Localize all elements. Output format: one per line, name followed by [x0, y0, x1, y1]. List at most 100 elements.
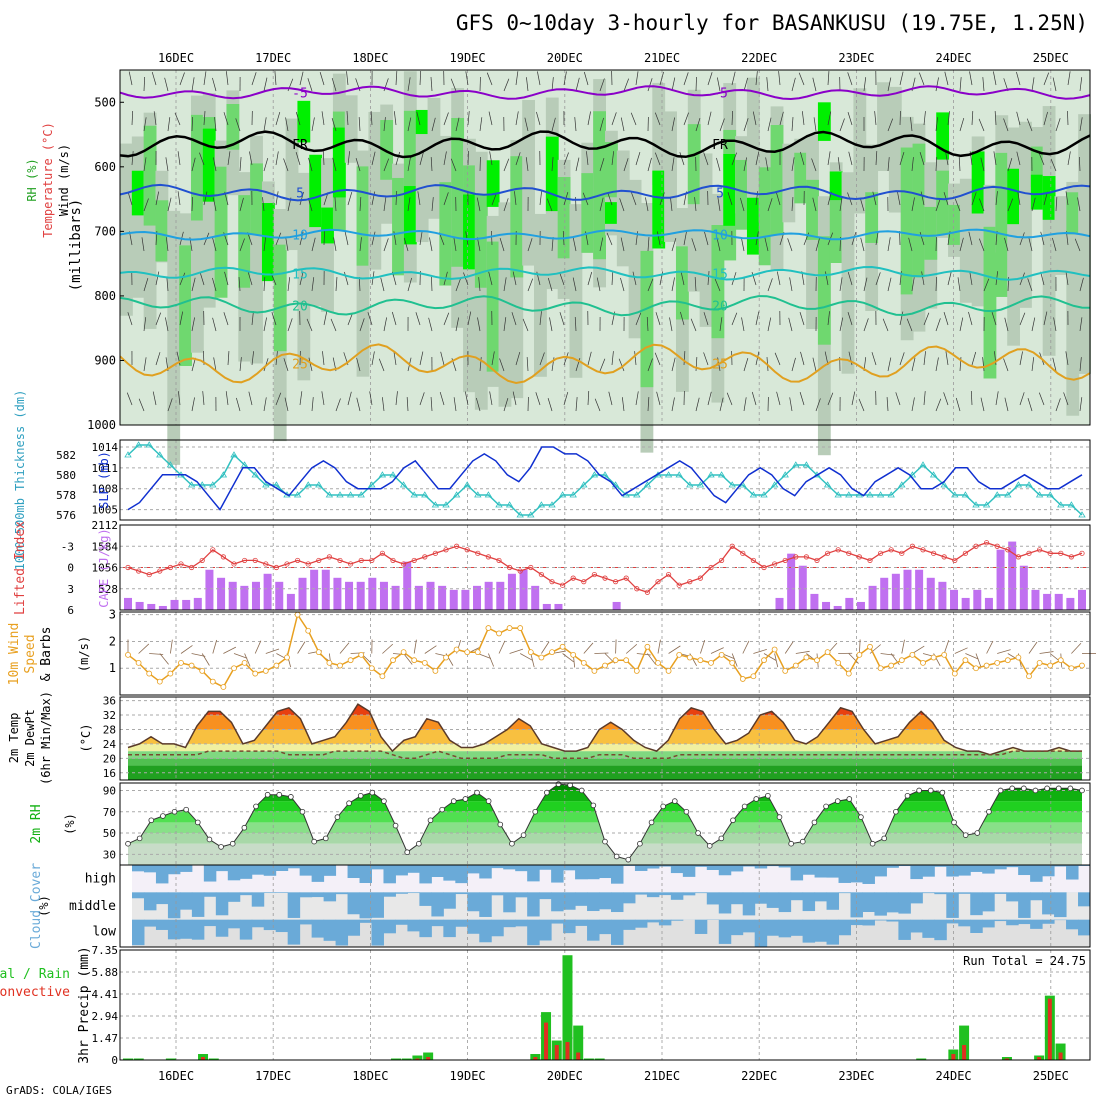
cloud-cell	[647, 920, 659, 923]
rh-cell	[652, 83, 665, 185]
cloud-cell	[383, 865, 395, 883]
thickness-tick-label: 576	[56, 509, 76, 522]
wind-speed-point	[603, 663, 608, 668]
cloud-cell	[551, 892, 563, 911]
wind-barb	[1029, 642, 1037, 653]
rh-point	[1045, 786, 1050, 791]
cape-bar	[357, 582, 365, 610]
cape-bar	[450, 590, 458, 610]
rh-cell	[404, 186, 417, 244]
isotherm-label: 10	[712, 229, 728, 244]
cape-bar	[403, 562, 411, 610]
cape-bar	[520, 570, 528, 610]
cape-bar	[322, 570, 330, 610]
cloud-cell	[1078, 892, 1090, 906]
cloud-cell	[395, 865, 407, 875]
cloud-cell	[1078, 920, 1090, 936]
wind-barb	[149, 654, 163, 655]
cloud-cell	[1006, 920, 1018, 926]
cloud-cell	[503, 892, 515, 912]
wind-speed-point	[698, 658, 703, 663]
wind-speed-point	[645, 644, 650, 649]
cape-bar	[1020, 566, 1028, 610]
cloud-cell	[551, 920, 563, 924]
cloud-cell	[755, 865, 767, 868]
rh-point	[672, 799, 677, 804]
wind-speed-point	[242, 660, 247, 665]
cloud-cell	[575, 865, 587, 879]
cape-bar	[473, 586, 481, 610]
wind-speed-point	[1069, 666, 1074, 671]
cloud-cell	[312, 920, 324, 938]
cape-bar	[299, 578, 307, 610]
precip-conv-bar	[1048, 999, 1052, 1060]
cloud-cell	[719, 865, 731, 875]
rh-tick-label: 90	[103, 784, 116, 797]
cloud-cell	[779, 920, 791, 938]
wind-barb	[955, 648, 968, 654]
cloud-cell	[587, 920, 599, 941]
cloud-cell	[204, 892, 216, 896]
wind-speed-line	[128, 615, 1082, 687]
wind-barb	[298, 642, 305, 654]
wind-speed-point	[656, 660, 661, 665]
cloud-cell	[874, 892, 886, 915]
top-date-label: 17DEC	[255, 51, 291, 65]
rh-point	[765, 793, 770, 798]
cloud-cell	[695, 892, 707, 893]
rh-cell	[747, 78, 760, 208]
cape-bar	[869, 586, 877, 610]
cloud-cell	[862, 865, 874, 884]
pressure-tick-label: 600	[94, 160, 116, 174]
rh-point	[1056, 786, 1061, 791]
rh-point	[242, 825, 247, 830]
cloud-cell	[288, 920, 300, 945]
cloud-cell	[791, 865, 803, 880]
wind-speed-point	[974, 666, 979, 671]
top-date-label: 23DEC	[838, 51, 874, 65]
isotherm-label: 20	[712, 300, 728, 315]
cloud-cell	[1066, 920, 1078, 930]
cloud-cell	[886, 892, 898, 912]
cloud-cell	[922, 865, 934, 877]
cloud-cell	[407, 865, 419, 873]
bottom-date-label: 17DEC	[255, 1069, 291, 1083]
rh-point	[230, 841, 235, 846]
temp-band	[120, 758, 1090, 765]
cloud-cell	[898, 920, 910, 940]
cape-bar	[973, 590, 981, 610]
cloud-cell	[791, 920, 803, 936]
wind-speed-point	[783, 668, 788, 673]
wind-barb	[796, 651, 810, 653]
precip-tick-label: 2.94	[92, 1010, 119, 1023]
rh-point	[1033, 788, 1038, 793]
wind-speed-point	[475, 650, 480, 655]
wind-tick-label: 3	[109, 608, 116, 622]
rh-point	[544, 790, 549, 795]
rh-cell	[487, 242, 500, 372]
temp-band	[120, 744, 1090, 751]
temp-tick-label: 36	[103, 695, 116, 708]
top-date-label: 19DEC	[450, 51, 486, 65]
precip-conv-bar	[962, 1045, 966, 1060]
cloud-cell	[431, 865, 443, 877]
rh-cell	[333, 128, 346, 198]
cloud-cell	[515, 865, 527, 871]
wind-speed-point	[687, 655, 692, 660]
rh-point	[928, 788, 933, 793]
rh-cell	[747, 198, 760, 255]
temp-axis-label: 2m Temp	[7, 713, 21, 764]
wind-speed-point	[401, 650, 406, 655]
rh-point	[556, 782, 561, 787]
wind-barb	[488, 654, 493, 667]
wind-barb	[626, 644, 637, 653]
cloud-cell	[886, 920, 898, 922]
cloud-cell	[336, 892, 348, 894]
cloud-cell	[276, 920, 288, 932]
wind-speed-point	[369, 666, 374, 671]
cloud-cell	[348, 865, 360, 878]
temp-tick-label: 16	[103, 767, 116, 780]
cloud-cell	[144, 892, 156, 910]
cloud-cell	[383, 892, 395, 896]
